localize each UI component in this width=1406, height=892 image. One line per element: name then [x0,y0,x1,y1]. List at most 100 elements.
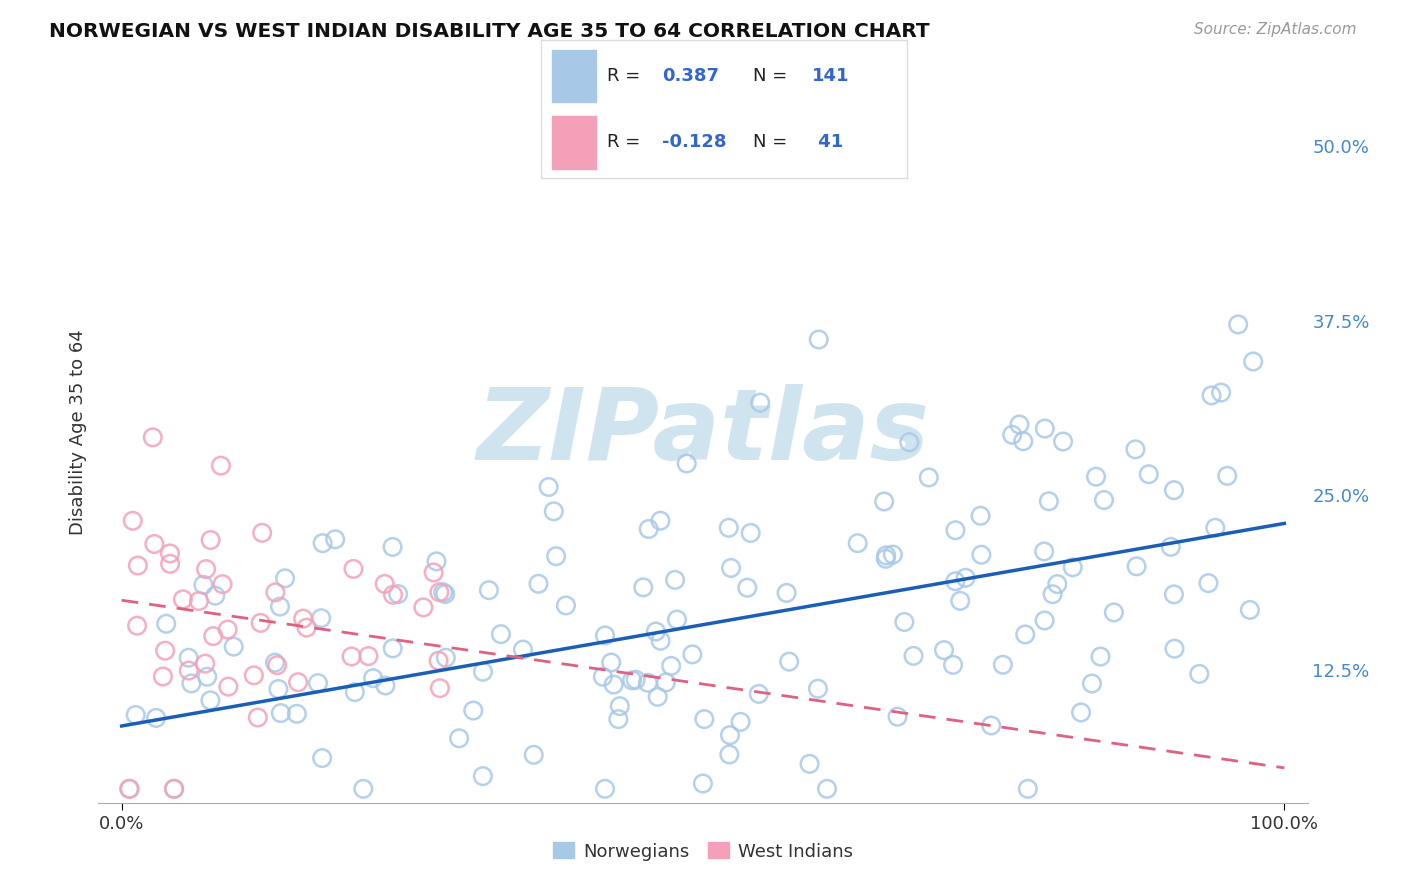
Point [125,708,148,723]
Point [163,781,186,796]
Point [1125,442,1147,457]
Point [681,648,703,662]
Point [1160,540,1182,554]
Bar [553,50,596,103]
Point [799,756,821,771]
Point [1008,417,1031,432]
Point [352,781,374,796]
Text: 41: 41 [811,134,844,152]
Point [512,642,534,657]
Point [1033,421,1056,435]
Point [202,629,225,643]
Text: NORWEGIAN VS WEST INDIAN DISABILITY AGE 35 TO 64 CORRELATION CHART: NORWEGIAN VS WEST INDIAN DISABILITY AGE … [49,22,929,41]
Point [163,781,186,796]
Point [807,681,830,696]
Point [267,681,290,696]
Point [609,699,631,714]
Point [311,536,333,550]
Point [200,533,222,547]
Point [143,537,166,551]
Point [527,576,550,591]
Point [204,589,226,603]
Point [323,533,346,547]
Point [875,551,897,566]
Point [1033,544,1056,558]
Legend: Norwegians, West Indians: Norwegians, West Indians [546,835,860,868]
Point [717,521,740,535]
Point [1017,781,1039,796]
Point [249,615,271,630]
Point [287,675,309,690]
Point [425,554,447,568]
Point [340,649,363,664]
Point [343,685,366,699]
Point [159,546,181,560]
Point [621,673,644,688]
Point [1204,521,1226,535]
Point [432,585,454,599]
Point [1163,641,1185,656]
Point [980,718,1002,732]
Point [357,648,380,663]
Point [1102,606,1125,620]
Point [815,781,838,796]
Point [546,549,568,564]
Point [264,585,287,599]
Point [142,430,165,444]
Point [949,594,972,608]
Text: Source: ZipAtlas.com: Source: ZipAtlas.com [1194,22,1357,37]
Point [602,677,624,691]
Point [969,508,991,523]
Text: N =: N = [754,134,787,152]
Point [664,573,686,587]
Point [127,558,149,573]
Point [1070,706,1092,720]
Point [274,571,297,585]
Point [159,557,181,571]
Point [285,706,308,721]
Point [463,704,485,718]
Point [295,621,318,635]
Point [943,574,966,589]
Point [846,536,869,550]
Point [1125,559,1147,574]
Point [650,514,672,528]
Point [1062,560,1084,574]
Point [427,654,450,668]
Point [145,711,167,725]
Point [292,612,315,626]
Point [659,659,682,673]
Text: R =: R = [607,67,647,85]
Point [472,665,495,679]
Point [1188,666,1211,681]
Point [177,650,200,665]
Point [1211,385,1233,400]
Point [692,776,714,790]
Point [624,673,647,687]
Point [153,643,176,657]
Point [387,587,409,601]
Point [1137,467,1160,482]
Point [693,712,716,726]
Point [177,664,200,678]
Point [449,731,471,746]
Point [381,540,404,554]
Point [429,681,451,695]
Point [600,656,623,670]
Point [718,728,741,742]
Point [1239,603,1261,617]
Point [361,671,384,685]
Point [918,470,941,484]
Point [434,587,457,601]
Point [270,706,292,720]
Point [592,670,614,684]
Point [427,585,450,599]
Point [1033,614,1056,628]
Point [422,566,444,580]
Point [778,655,800,669]
Point [1081,676,1104,690]
Point [217,680,239,694]
Point [118,781,141,796]
Point [665,613,688,627]
Point [1052,434,1074,449]
